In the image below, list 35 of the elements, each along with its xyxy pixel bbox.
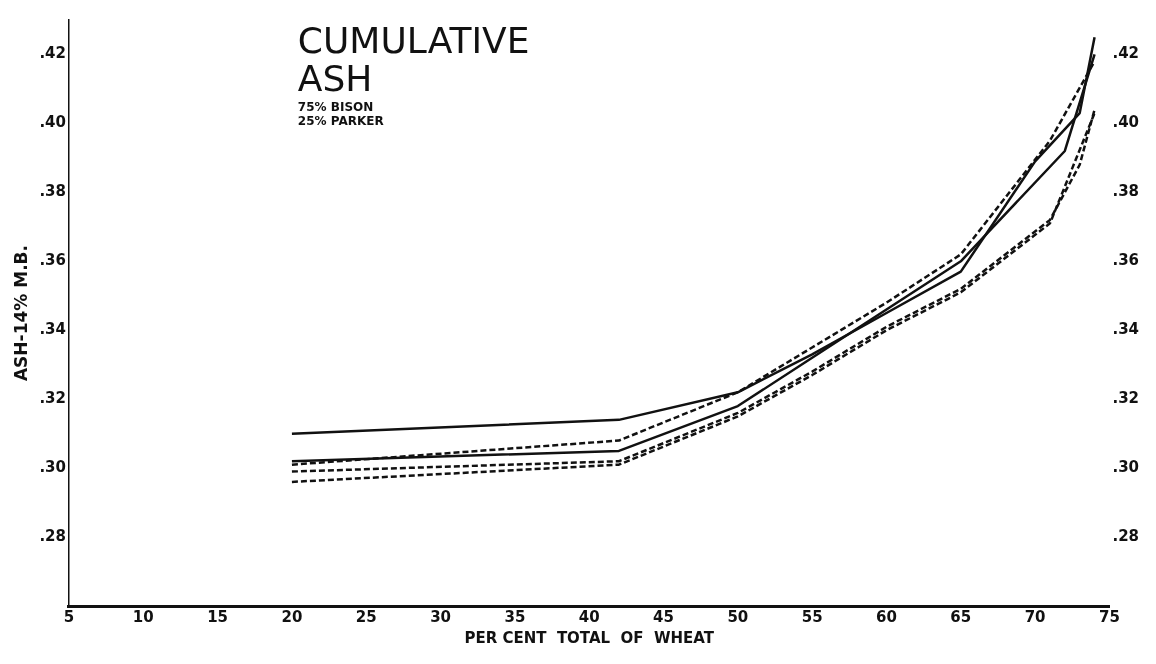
y2-tick-label: .36 xyxy=(1112,251,1140,270)
y2-tick-label: .28 xyxy=(1112,526,1140,545)
y-tick-label: .32 xyxy=(39,389,66,408)
y-tick-label: .30 xyxy=(39,458,66,477)
x-tick-label: 55 xyxy=(801,607,823,626)
y-tick-label: .38 xyxy=(39,182,66,201)
x-axis-title: PER CENT TOTAL OF WHEAT xyxy=(464,628,715,647)
y-axis-title: ASH-14% M.B. xyxy=(10,244,31,382)
y2-tick-label: .42 xyxy=(1112,44,1140,63)
x-tick-label: 45 xyxy=(653,607,674,626)
x-tick-label: 25 xyxy=(355,607,377,626)
y2-tick-label: .32 xyxy=(1112,389,1140,408)
y2-tick-label: .38 xyxy=(1112,182,1140,201)
text: CUMULATIVE ASH xyxy=(297,20,530,100)
y2-tick-label: .30 xyxy=(1112,458,1140,477)
x-tick-label: 10 xyxy=(132,607,154,626)
y-tick-label: .40 xyxy=(39,113,66,132)
x-tick-label: 65 xyxy=(950,607,972,626)
x-tick-label: 75 xyxy=(1098,607,1120,626)
y-tick-label: .28 xyxy=(39,526,66,545)
x-tick-label: 30 xyxy=(430,607,451,626)
x-tick-label: 40 xyxy=(578,607,600,626)
x-tick-label: 60 xyxy=(876,607,897,626)
y-tick-label: .34 xyxy=(39,320,66,339)
x-tick-label: 35 xyxy=(504,607,526,626)
x-tick-label: 50 xyxy=(727,607,749,626)
x-tick-label: 15 xyxy=(207,607,229,626)
x-tick-label: 5 xyxy=(63,607,75,626)
y-tick-label: .42 xyxy=(39,44,66,63)
text: 75% BISON 25% PARKER xyxy=(297,100,384,129)
y2-tick-label: .34 xyxy=(1112,320,1140,339)
x-tick-label: 20 xyxy=(281,607,303,626)
y2-tick-label: .40 xyxy=(1112,113,1140,132)
x-tick-label: 70 xyxy=(1024,607,1046,626)
y-tick-label: .36 xyxy=(39,251,66,270)
